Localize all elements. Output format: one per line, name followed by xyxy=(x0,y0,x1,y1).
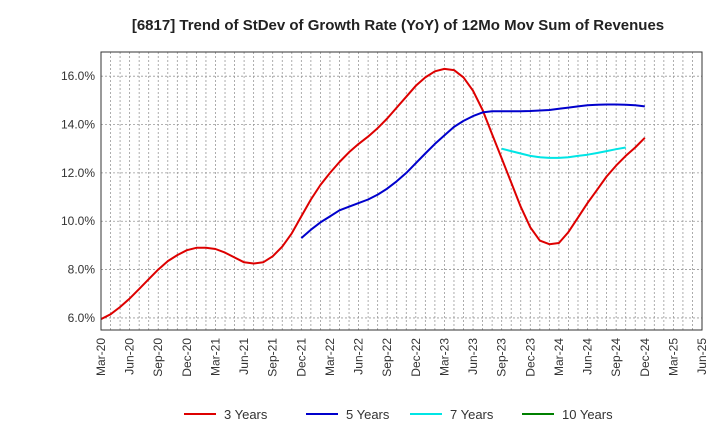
x-axis-labels: Mar-20 Jun-20 Sep-20 Dec-20 Mar-21 Jun-21 Sep-… xyxy=(94,338,709,377)
x-tick-label: Sep-24 xyxy=(609,338,623,377)
series-line-7-years xyxy=(501,146,626,159)
legend-label: 5 Years xyxy=(346,407,390,422)
x-tick-label: Jun-21 xyxy=(237,338,251,375)
y-tick-label: 10.0% xyxy=(61,214,95,228)
y-tick-label: 12.0% xyxy=(61,166,95,180)
y-tick-label: 6.0% xyxy=(68,311,96,325)
legend-label: 3 Years xyxy=(224,407,268,422)
y-tick-label: 14.0% xyxy=(61,118,95,132)
plot-background xyxy=(101,52,702,330)
y-tick-label: 8.0% xyxy=(68,263,96,277)
series-group xyxy=(100,67,646,320)
x-tick-label: Mar-21 xyxy=(208,338,222,376)
x-tick-label: Jun-25 xyxy=(695,338,709,375)
x-tick-label: Dec-24 xyxy=(638,338,652,377)
plot-frame xyxy=(100,51,703,331)
x-tick-label: Dec-23 xyxy=(523,338,537,377)
chart-title: [6817] Trend of StDev of Growth Rate (Yo… xyxy=(132,17,664,34)
y-tick-label: 16.0% xyxy=(61,69,95,83)
x-tick-label: Mar-20 xyxy=(94,338,108,376)
y-axis-labels: 6.0% 8.0% 10.0% 12.0% 14.0% 16.0% xyxy=(61,69,95,325)
legend[interactable]: 3 Years 5 Years 7 Years 10 Years xyxy=(184,407,613,422)
legend-label: 7 Years xyxy=(450,407,494,422)
x-tick-label: Dec-22 xyxy=(409,338,423,377)
x-tick-label: Jun-24 xyxy=(581,338,595,375)
series-line-3-years xyxy=(100,67,646,320)
x-tick-label: Sep-22 xyxy=(380,338,394,377)
x-tick-label: Sep-23 xyxy=(495,338,509,377)
legend-item-7-years[interactable]: 7 Years xyxy=(410,407,494,422)
x-tick-label: Jun-23 xyxy=(466,338,480,375)
x-tick-label: Sep-21 xyxy=(266,338,280,377)
plot-area xyxy=(101,52,702,330)
legend-item-5-years[interactable]: 5 Years xyxy=(306,407,390,422)
x-tick-label: Mar-23 xyxy=(437,338,451,376)
x-tick-label: Mar-25 xyxy=(666,338,680,376)
x-tick-label: Mar-22 xyxy=(323,338,337,376)
x-tick-label: Dec-20 xyxy=(180,338,194,377)
x-tick-label: Dec-21 xyxy=(294,338,308,377)
axes xyxy=(100,51,703,331)
gridlines xyxy=(100,52,703,330)
x-tick-label: Jun-22 xyxy=(352,338,366,375)
legend-label: 10 Years xyxy=(562,407,613,422)
series-line-5-years xyxy=(300,103,645,239)
legend-item-3-years[interactable]: 3 Years xyxy=(184,407,268,422)
legend-item-10-years[interactable]: 10 Years xyxy=(522,407,613,422)
x-tick-label: Jun-20 xyxy=(123,338,137,375)
x-tick-label: Sep-20 xyxy=(151,338,165,377)
x-tick-label: Mar-24 xyxy=(552,338,566,376)
